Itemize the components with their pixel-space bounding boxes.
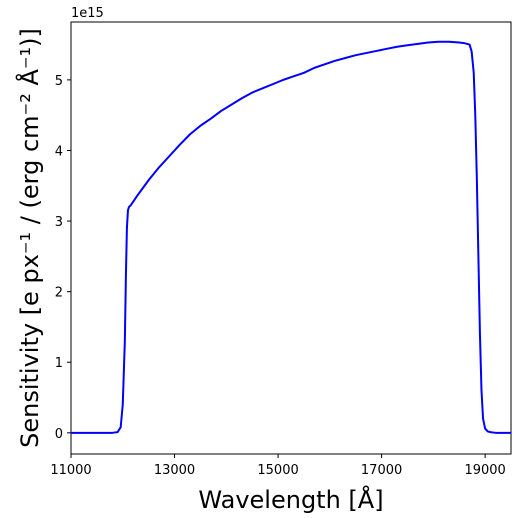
y-tick-label: 5 xyxy=(55,74,63,89)
x-tick-label: 15000 xyxy=(257,463,298,478)
x-tick-label: 13000 xyxy=(154,463,195,478)
series-layer xyxy=(71,40,511,434)
plot-frame xyxy=(70,21,512,455)
y-tick-label: 0 xyxy=(55,427,63,442)
x-axis-ticks: 11000 13000 15000 17000 19000 xyxy=(50,454,506,478)
x-tick-label: 17000 xyxy=(361,463,402,478)
y-offset-label: 1e15 xyxy=(71,6,104,21)
y-tick-label: 2 xyxy=(55,286,63,301)
sensitivity-series-line xyxy=(71,40,511,434)
y-axis-ticks: 0 1 2 3 4 5 xyxy=(55,74,71,442)
x-tick-label: 11000 xyxy=(50,463,91,478)
y-tick-label: 4 xyxy=(55,144,63,159)
x-axis-label: Wavelength [Å] xyxy=(198,485,383,514)
y-axis-label: Sensitivity [e px⁻¹ / (erg cm⁻² Å⁻¹)] xyxy=(15,28,44,448)
x-tick-label: 19000 xyxy=(464,463,505,478)
y-tick-label: 3 xyxy=(55,215,63,230)
y-tick-label: 1 xyxy=(55,356,63,371)
